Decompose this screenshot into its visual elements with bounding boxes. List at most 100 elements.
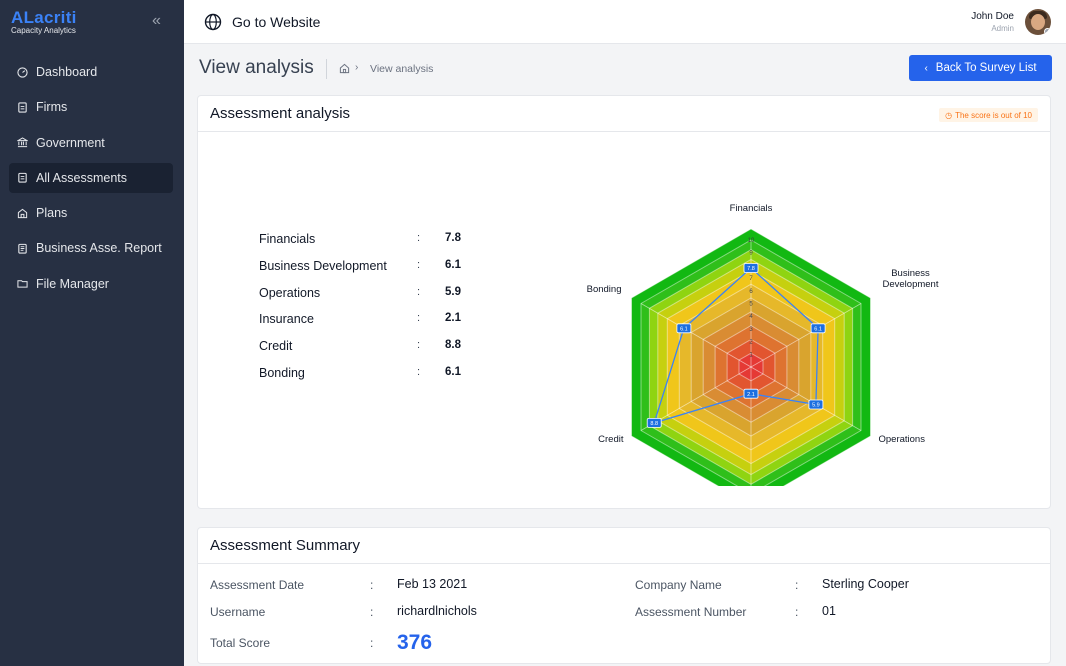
radar-tick-label: 1 (749, 352, 753, 358)
radar-tick-label: 4 (749, 314, 753, 320)
radar-tick-label: 7 (749, 276, 753, 282)
gauge-icon (17, 66, 28, 78)
summary-colon: : (370, 605, 374, 619)
avatar[interactable] (1025, 9, 1051, 35)
radar-chart: 123456789107.86.15.92.18.86.1FinancialsB… (587, 203, 939, 486)
sidebar-item-label: Government (36, 135, 105, 150)
score-colon: : (417, 365, 421, 378)
score-value: 6.1 (445, 258, 461, 271)
radar-axis-label: Operations (879, 434, 926, 445)
score-row: Business Development : 6.1 (259, 255, 509, 282)
sidebar-item-business-report[interactable]: Business Asse. Report (9, 233, 173, 263)
summary-colon: : (795, 605, 799, 619)
radar-tick-label: 5 (749, 302, 753, 308)
sidebar-item-label: Dashboard (36, 65, 98, 79)
radar-spoke (750, 303, 862, 368)
sidebar-nav: Dashboard Firms Government All Assessmen… (9, 57, 173, 304)
go-to-website-link[interactable]: Go to Website (232, 14, 321, 30)
user-info[interactable]: John Doe Admin (971, 11, 1014, 33)
sidebar-item-dashboard[interactable]: Dashboard (9, 57, 173, 87)
score-note-text: The score is out of 10 (955, 110, 1032, 120)
assessment-date-label: Assessment Date (210, 578, 305, 592)
page-title: View analysis (199, 57, 314, 78)
sidebar-item-government[interactable]: Government (9, 128, 173, 158)
score-colon: : (417, 312, 421, 325)
radar-tick-label: 9 (749, 251, 753, 257)
radar-value-label: 7.8 (747, 266, 755, 272)
radar-axis-label: Business (891, 268, 930, 279)
radar-value-label: 8.8 (650, 421, 658, 427)
radar-axis-label: Financials (730, 203, 773, 214)
score-row: Credit : 8.8 (259, 335, 509, 362)
building-icon (17, 208, 28, 219)
user-role: Admin (991, 24, 1014, 33)
radar-value-badge (808, 399, 824, 410)
score-colon: : (417, 285, 421, 298)
radar-value-badge (646, 417, 662, 428)
score-row: Bonding : 6.1 (259, 362, 509, 389)
radar-value-badge (743, 388, 759, 399)
score-label: Operations (259, 285, 321, 300)
sidebar: ALacriti Capacity Analytics « Dashboard … (0, 0, 184, 666)
sidebar-item-label: Plans (36, 206, 68, 221)
sidebar-item-firms[interactable]: Firms (9, 92, 173, 122)
radar-spoke (640, 303, 752, 368)
score-list: Financials : 7.8 Business Development : … (259, 228, 509, 389)
radar-axis-label: Credit (598, 434, 624, 445)
clock-icon: ◷ (945, 110, 953, 120)
brand-subtitle: Capacity Analytics (11, 26, 76, 35)
home-icon[interactable] (339, 63, 350, 74)
username-value: richardlnichols (397, 604, 477, 618)
status-dot-icon (1044, 28, 1051, 35)
company-name-label: Company Name (635, 578, 722, 592)
back-to-survey-list-button[interactable]: ‹ Back To Survey List (909, 55, 1052, 81)
radar-value-label: 6.1 (680, 327, 688, 333)
score-value: 6.1 (445, 365, 461, 378)
sidebar-item-label: Business Asse. Report (36, 241, 162, 256)
chevron-left-icon: ‹ (924, 62, 928, 74)
radar-tick-label: 6 (749, 289, 753, 295)
radar-tick-label: 10 (748, 238, 755, 244)
sidebar-item-all-assessments[interactable]: All Assessments (9, 162, 173, 193)
sidebar-item-plans[interactable]: Plans (9, 198, 173, 228)
globe-icon[interactable] (204, 13, 222, 31)
sidebar-item-file-manager[interactable]: File Manager (9, 269, 173, 299)
radar-axis-label: Development (883, 279, 939, 290)
brand-logo[interactable]: ALacriti Capacity Analytics (11, 9, 77, 36)
summary-colon: : (795, 578, 799, 592)
assessment-date-value: Feb 13 2021 (397, 577, 468, 591)
document-icon (17, 102, 28, 113)
sidebar-item-label: All Assessments (36, 170, 128, 185)
radar-value-label: 5.9 (812, 403, 820, 409)
score-label: Bonding (259, 365, 305, 380)
radar-value-badge (810, 323, 826, 334)
assessment-number-value: 01 (822, 604, 836, 618)
bank-icon (17, 137, 28, 148)
assessment-summary-card: Assessment Summary Assessment Date : Feb… (197, 527, 1051, 664)
radar-spoke (750, 366, 862, 431)
user-name: John Doe (971, 11, 1014, 22)
breadcrumb-chevron-icon: › (355, 62, 359, 73)
assessment-number-label: Assessment Number (635, 605, 747, 619)
radar-value-badge (676, 323, 692, 334)
total-score-value: 376 (397, 631, 433, 654)
score-label: Financials (259, 232, 316, 246)
collapse-sidebar-icon[interactable]: « (152, 12, 161, 29)
sidebar-item-label: File Manager (36, 276, 109, 291)
summary-card-title: Assessment Summary (198, 528, 1050, 564)
summary-colon: : (370, 578, 374, 592)
score-note-badge: ◷ The score is out of 10 (939, 108, 1038, 122)
breadcrumb-current: View analysis (370, 63, 434, 75)
score-colon: : (417, 339, 421, 352)
username-label: Username (210, 605, 266, 619)
total-score-label: Total Score (210, 636, 271, 650)
score-value: 7.8 (445, 232, 461, 244)
score-value: 5.9 (445, 285, 461, 298)
radar-tick-label: 2 (749, 340, 753, 346)
score-value: 8.8 (445, 339, 461, 352)
score-label: Business Development (259, 258, 387, 273)
score-colon: : (417, 232, 421, 244)
radar-tick-label: 3 (749, 327, 753, 333)
summary-colon: : (370, 636, 374, 650)
score-label: Insurance (259, 312, 314, 327)
